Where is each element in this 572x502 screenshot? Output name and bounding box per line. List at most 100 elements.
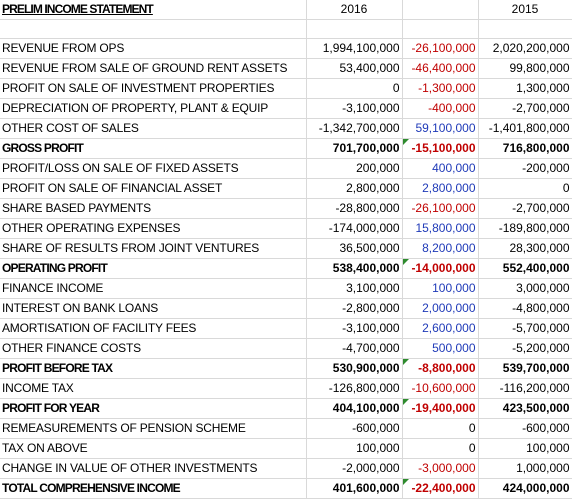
variance-cell[interactable]: -8,800,000 (402, 358, 479, 379)
value-2016-cell[interactable]: -28,800,000 (306, 198, 403, 219)
value-2016-cell[interactable]: 100,000 (306, 438, 403, 459)
row-label-cell[interactable]: GROSS PROFIT (0, 138, 307, 159)
variance-cell[interactable]: -3,000,000 (402, 458, 479, 479)
variance-cell[interactable]: -15,100,000 (402, 138, 479, 159)
value-2016-cell[interactable]: 404,100,000 (306, 398, 403, 419)
value-2015-cell[interactable]: 3,000,000 (478, 278, 572, 299)
cell-title[interactable]: PRELIM INCOME STATEMENT (0, 0, 307, 20)
value-2015-cell[interactable]: 99,800,000 (478, 58, 572, 79)
variance-cell[interactable]: -1,300,000 (402, 78, 479, 99)
value-2015-cell[interactable]: 716,800,000 (478, 138, 572, 159)
row-label-cell[interactable]: SHARE OF RESULTS FROM JOINT VENTURES (0, 238, 307, 259)
value-2016-cell[interactable]: 0 (306, 78, 403, 99)
empty-cell[interactable] (478, 19, 572, 39)
value-2016-cell[interactable]: -3,100,000 (306, 318, 403, 339)
value-2015-cell[interactable]: -189,800,000 (478, 218, 572, 239)
variance-cell[interactable]: -19,400,000 (402, 398, 479, 419)
empty-cell[interactable] (306, 19, 403, 39)
value-2015-cell[interactable]: -2,700,000 (478, 98, 572, 119)
row-label-cell[interactable]: PROFIT FOR YEAR (0, 398, 307, 419)
value-2015-cell[interactable]: 1,300,000 (478, 78, 572, 99)
value-2015-cell[interactable]: 100,000 (478, 438, 572, 459)
value-2016-cell[interactable]: 2,800,000 (306, 178, 403, 199)
value-2016-cell[interactable]: -600,000 (306, 418, 403, 439)
variance-cell[interactable]: 0 (402, 418, 479, 439)
variance-cell[interactable]: 0 (402, 438, 479, 459)
value-2015-cell[interactable]: 2,020,200,000 (478, 38, 572, 59)
row-label-cell[interactable]: INTEREST ON BANK LOANS (0, 298, 307, 319)
variance-cell[interactable]: 400,000 (402, 158, 479, 179)
cell-variance-header[interactable] (402, 0, 479, 20)
value-2016-cell[interactable]: 53,400,000 (306, 58, 403, 79)
value-2015-cell[interactable]: 28,300,000 (478, 238, 572, 259)
value-2015-cell[interactable]: 552,400,000 (478, 258, 572, 279)
value-2015-cell[interactable]: 423,500,000 (478, 398, 572, 419)
value-2015-cell[interactable]: -116,200,000 (478, 378, 572, 399)
value-2016-cell[interactable]: 530,900,000 (306, 358, 403, 379)
row-label-cell[interactable]: PROFIT ON SALE OF FINANCIAL ASSET (0, 178, 307, 199)
value-2015-cell[interactable]: -1,401,800,000 (478, 118, 572, 139)
value-2015-cell[interactable]: 539,700,000 (478, 358, 572, 379)
variance-cell[interactable]: 15,800,000 (402, 218, 479, 239)
value-2016-cell[interactable]: -4,700,000 (306, 338, 403, 359)
value-2016-cell[interactable]: 701,700,000 (306, 138, 403, 159)
row-label-cell[interactable]: PROFIT BEFORE TAX (0, 358, 307, 379)
variance-cell[interactable]: 2,000,000 (402, 298, 479, 319)
cell-year-2016[interactable]: 2016 (306, 0, 403, 20)
empty-cell[interactable] (402, 19, 479, 39)
value-2015-cell[interactable]: -2,700,000 (478, 198, 572, 219)
value-2016-cell[interactable]: -1,342,700,000 (306, 118, 403, 139)
value-2015-cell[interactable]: -600,000 (478, 418, 572, 439)
value-2015-cell[interactable]: -4,800,000 (478, 298, 572, 319)
value-2016-cell[interactable]: -3,100,000 (306, 98, 403, 119)
empty-cell[interactable] (0, 19, 307, 39)
row-label-cell[interactable]: OPERATING PROFIT (0, 258, 307, 279)
value-2016-cell[interactable]: 36,500,000 (306, 238, 403, 259)
row-label-cell[interactable]: FINANCE INCOME (0, 278, 307, 299)
variance-cell[interactable]: 2,600,000 (402, 318, 479, 339)
row-label-cell[interactable]: PROFIT/LOSS ON SALE OF FIXED ASSETS (0, 158, 307, 179)
variance-cell[interactable]: -26,100,000 (402, 198, 479, 219)
variance-cell[interactable]: 59,100,000 (402, 118, 479, 139)
row-label-cell[interactable]: OTHER FINANCE COSTS (0, 338, 307, 359)
variance-cell[interactable]: -46,400,000 (402, 58, 479, 79)
value-2016-cell[interactable]: -174,000,000 (306, 218, 403, 239)
row-label-cell[interactable]: REMEASUREMENTS OF PENSION SCHEME (0, 418, 307, 439)
variance-cell[interactable]: -14,000,000 (402, 258, 479, 279)
row-label-cell[interactable]: DEPRECIATION OF PROPERTY, PLANT & EQUIP (0, 98, 307, 119)
row-label-cell[interactable]: OTHER COST OF SALES (0, 118, 307, 139)
row-label-cell[interactable]: SHARE BASED PAYMENTS (0, 198, 307, 219)
value-2015-cell[interactable]: -5,200,000 (478, 338, 572, 359)
row-label-cell[interactable]: PROFIT ON SALE OF INVESTMENT PROPERTIES (0, 78, 307, 99)
row-label-cell[interactable]: AMORTISATION OF FACILITY FEES (0, 318, 307, 339)
value-2015-cell[interactable]: -5,700,000 (478, 318, 572, 339)
cell-year-2015[interactable]: 2015 (478, 0, 572, 20)
value-2015-cell[interactable]: 1,000,000 (478, 458, 572, 479)
row-label-cell[interactable]: TAX ON ABOVE (0, 438, 307, 459)
value-2016-cell[interactable]: 1,994,100,000 (306, 38, 403, 59)
variance-cell[interactable]: -26,100,000 (402, 38, 479, 59)
variance-cell[interactable]: 100,000 (402, 278, 479, 299)
variance-cell[interactable]: 2,800,000 (402, 178, 479, 199)
value-2016-cell[interactable]: 538,400,000 (306, 258, 403, 279)
row-label-cell[interactable]: INCOME TAX (0, 378, 307, 399)
value-2016-cell[interactable]: -2,000,000 (306, 458, 403, 479)
row-label-cell[interactable]: TOTAL COMPREHENSIVE INCOME (0, 478, 307, 499)
value-2015-cell[interactable]: -200,000 (478, 158, 572, 179)
variance-cell[interactable]: 500,000 (402, 338, 479, 359)
value-2015-cell[interactable]: 0 (478, 178, 572, 199)
value-2015-cell[interactable]: 424,000,000 (478, 478, 572, 499)
value-2016-cell[interactable]: 200,000 (306, 158, 403, 179)
row-label-cell[interactable]: CHANGE IN VALUE OF OTHER INVESTMENTS (0, 458, 307, 479)
value-2016-cell[interactable]: -126,800,000 (306, 378, 403, 399)
row-label-cell[interactable]: OTHER OPERATING EXPENSES (0, 218, 307, 239)
row-label-cell[interactable]: REVENUE FROM OPS (0, 38, 307, 59)
value-2016-cell[interactable]: 3,100,000 (306, 278, 403, 299)
variance-cell[interactable]: 8,200,000 (402, 238, 479, 259)
row-label-cell[interactable]: REVENUE FROM SALE OF GROUND RENT ASSETS (0, 58, 307, 79)
value-2016-cell[interactable]: 401,600,000 (306, 478, 403, 499)
variance-cell[interactable]: -400,000 (402, 98, 479, 119)
variance-cell[interactable]: -10,600,000 (402, 378, 479, 399)
variance-cell[interactable]: -22,400,000 (402, 478, 479, 499)
value-2016-cell[interactable]: -2,800,000 (306, 298, 403, 319)
